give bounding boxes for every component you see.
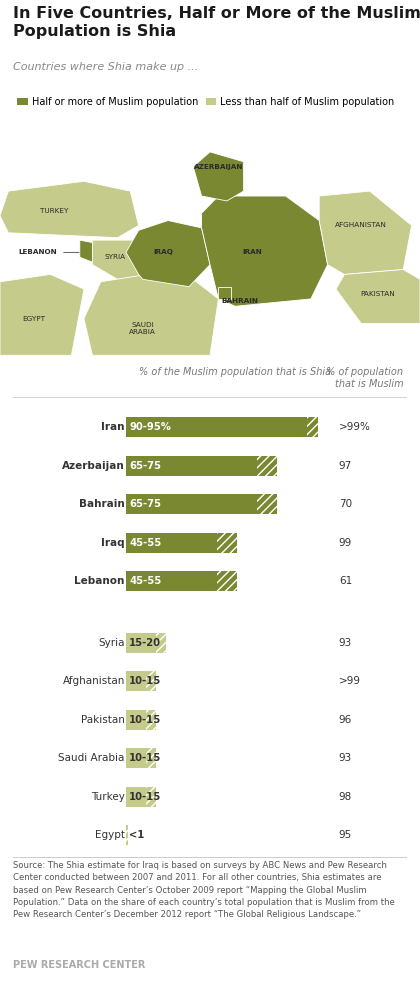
Text: >99: >99 (339, 677, 361, 687)
Bar (126, 825, 128, 846)
Polygon shape (80, 240, 92, 262)
Bar (217, 571, 237, 591)
Text: 10-15: 10-15 (129, 714, 161, 725)
Bar (217, 533, 237, 552)
Text: 93: 93 (339, 638, 352, 648)
Bar (126, 786, 146, 807)
Text: 10-15: 10-15 (129, 677, 161, 687)
Polygon shape (84, 275, 218, 356)
Bar (126, 571, 217, 591)
Text: 70: 70 (339, 499, 352, 509)
Text: % of population
that is Muslim: % of population that is Muslim (326, 368, 404, 389)
Bar (257, 455, 277, 475)
Text: LEBANON: LEBANON (18, 249, 57, 255)
Bar (257, 494, 277, 514)
Polygon shape (193, 152, 244, 201)
Text: 45-55: 45-55 (129, 576, 161, 586)
Text: % of the Muslim population that is Shia: % of the Muslim population that is Shia (139, 368, 331, 377)
Text: IRAQ: IRAQ (154, 249, 174, 255)
Polygon shape (126, 220, 210, 287)
Text: Egypt: Egypt (95, 830, 125, 841)
Text: Syria: Syria (98, 638, 125, 648)
Text: 95: 95 (339, 830, 352, 841)
Text: PEW RESEARCH CENTER: PEW RESEARCH CENTER (13, 959, 145, 969)
Bar (126, 709, 146, 730)
Bar (146, 709, 156, 730)
Text: <1: <1 (129, 830, 144, 841)
Text: Lebanon: Lebanon (74, 576, 125, 586)
Text: Azerbaijan: Azerbaijan (62, 460, 125, 470)
Text: 97: 97 (339, 460, 352, 470)
Text: 10-15: 10-15 (129, 791, 161, 802)
Bar (126, 417, 307, 437)
Text: Afghanistan: Afghanistan (63, 677, 125, 687)
Text: 99: 99 (339, 537, 352, 547)
Polygon shape (202, 196, 328, 306)
Text: Turkey: Turkey (91, 791, 125, 802)
Text: TURKEY: TURKEY (40, 207, 69, 213)
Text: AFGHANISTAN: AFGHANISTAN (335, 222, 387, 228)
Text: SAUDI
ARABIA: SAUDI ARABIA (129, 322, 156, 335)
Text: Source: The Shia estimate for Iraq is based on surveys by ABC News and Pew Resea: Source: The Shia estimate for Iraq is ba… (13, 862, 394, 919)
Text: 65-75: 65-75 (129, 460, 161, 470)
Text: 65-75: 65-75 (129, 499, 161, 509)
Text: 96: 96 (339, 714, 352, 725)
Polygon shape (319, 191, 412, 275)
Text: Saudi Arabia: Saudi Arabia (58, 753, 125, 764)
Text: Pakistan: Pakistan (81, 714, 125, 725)
Polygon shape (92, 240, 151, 280)
Polygon shape (336, 270, 420, 323)
Bar (126, 533, 217, 552)
Text: 93: 93 (339, 753, 352, 764)
Text: 98: 98 (339, 791, 352, 802)
Text: 61: 61 (339, 576, 352, 586)
Bar (126, 632, 156, 653)
Text: Iraq: Iraq (101, 537, 125, 547)
Text: PAKISTAN: PAKISTAN (361, 291, 395, 297)
Text: 90-95%: 90-95% (129, 422, 171, 432)
Legend: Half or more of Muslim population, Less than half of Muslim population: Half or more of Muslim population, Less … (18, 97, 394, 107)
Text: IRAN: IRAN (242, 249, 262, 255)
Text: EGYPT: EGYPT (22, 315, 45, 321)
Bar (156, 632, 166, 653)
Polygon shape (0, 275, 84, 356)
Bar (126, 671, 146, 692)
Text: Iran: Iran (101, 422, 125, 432)
Text: >99%: >99% (339, 422, 371, 432)
Text: AZERBAIJAN: AZERBAIJAN (194, 164, 243, 170)
Bar (126, 494, 257, 514)
Text: SYRIA: SYRIA (105, 254, 126, 260)
Bar (146, 671, 156, 692)
Text: 45-55: 45-55 (129, 537, 161, 547)
Bar (146, 786, 156, 807)
Text: BAHRAIN: BAHRAIN (221, 298, 258, 304)
Text: Countries where Shia make up ...: Countries where Shia make up ... (13, 61, 198, 71)
Bar (126, 455, 257, 475)
Polygon shape (218, 287, 231, 299)
Text: Bahrain: Bahrain (79, 499, 125, 509)
Bar (146, 748, 156, 769)
Bar (307, 417, 318, 437)
Text: In Five Countries, Half or More of the Muslim
Population is Shia: In Five Countries, Half or More of the M… (13, 6, 420, 39)
Text: 15-20: 15-20 (129, 638, 161, 648)
Polygon shape (0, 182, 139, 238)
Text: 10-15: 10-15 (129, 753, 161, 764)
Bar (126, 748, 146, 769)
